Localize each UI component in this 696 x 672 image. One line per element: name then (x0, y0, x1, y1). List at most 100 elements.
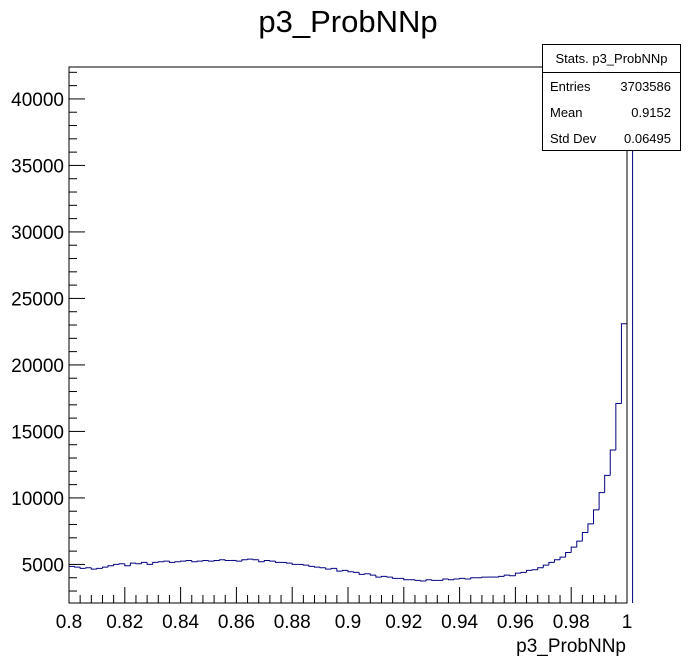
histogram-bin (263, 559, 270, 562)
x-tick-label: 0.98 (553, 612, 590, 633)
histogram-bin (392, 577, 399, 579)
stats-title: Stats. p3_ProbNNp (543, 45, 680, 73)
histogram-bin (470, 577, 477, 580)
histogram-bin (520, 571, 527, 574)
stats-stddev-value: 0.06495 (624, 131, 671, 146)
histogram-bin (403, 578, 410, 581)
histogram-bin (369, 573, 376, 576)
histogram-bin (107, 565, 114, 568)
histogram-bin (241, 559, 248, 562)
histogram-bin (537, 567, 544, 570)
histogram-bin (442, 578, 449, 581)
x-tick-label: 1 (622, 612, 633, 633)
x-tick-label: 0.9 (335, 612, 361, 633)
histogram-bin (593, 509, 600, 524)
histogram-bin (509, 575, 516, 577)
histogram-bin (274, 561, 282, 563)
stats-mean-label: Mean (550, 105, 583, 120)
histogram-bin (481, 576, 488, 578)
x-axis-label: p3_ProbNNp (516, 636, 626, 657)
histogram-bin (375, 575, 382, 578)
y-tick-label: 15000 (11, 422, 64, 443)
histogram-bin (124, 563, 131, 567)
histogram-bin (79, 567, 86, 569)
stats-box: Stats. p3_ProbNNp Entries 3703586 Mean 0… (542, 44, 681, 151)
y-tick-label: 5000 (22, 555, 64, 576)
stats-entries-value: 3703586 (620, 79, 671, 94)
histogram-bin (101, 566, 109, 569)
histogram-bin (252, 559, 259, 561)
histogram-bin (464, 578, 471, 580)
histogram-bin (598, 492, 605, 510)
plot-frame (68, 66, 628, 604)
histogram-bin (570, 546, 577, 553)
histogram-bin (141, 561, 148, 564)
histogram-bin (96, 567, 103, 570)
histogram-bin (302, 564, 309, 566)
histogram-bin (386, 576, 393, 578)
histogram-bin (548, 561, 555, 566)
stats-entries-row: Entries 3703586 (543, 73, 680, 99)
chart-title: p3_ProbNNp (258, 4, 438, 39)
x-tick-label: 0.96 (497, 612, 534, 633)
histogram-bin (113, 563, 120, 566)
histogram-bin (559, 556, 566, 560)
tick-labels: 0.8 0.82 0.84 0.86 0.88 0.9 0.92 0.94 0.96 0.98 15… (11, 90, 632, 633)
histogram-bin (447, 579, 455, 581)
y-tick-label: 20000 (11, 356, 64, 377)
histogram-bin (380, 575, 388, 578)
histogram-bin (258, 559, 265, 563)
histogram-bin (90, 567, 97, 570)
histogram-bin (526, 569, 533, 573)
histogram-bin (576, 540, 583, 548)
histogram-bin (247, 558, 254, 560)
histogram-bin (163, 560, 170, 562)
histogram-bin (235, 560, 242, 562)
histogram-bin (168, 561, 176, 563)
histogram-bin (364, 573, 371, 575)
histogram-bin (185, 559, 192, 562)
x-tick-label: 0.88 (274, 612, 311, 633)
x-tick-label: 0.86 (218, 612, 255, 633)
stats-stddev-row: Std Dev 0.06495 (543, 125, 680, 151)
histogram-bin (459, 577, 466, 580)
histogram-bin (425, 579, 432, 582)
histogram-bin (269, 560, 276, 562)
histogram-bin (609, 449, 616, 476)
histogram-bin (542, 564, 549, 568)
histogram-bin (414, 579, 421, 581)
histogram-bin (314, 566, 321, 568)
histogram-bin (319, 567, 326, 569)
histogram-bin (553, 559, 561, 563)
y-tick-label: 10000 (11, 489, 64, 510)
histogram-bin (219, 559, 226, 561)
histogram-bin (224, 559, 231, 561)
histogram-bin (325, 567, 332, 570)
histogram-bin (581, 532, 588, 542)
histogram-bin (213, 559, 220, 562)
histogram-plot (69, 78, 634, 603)
y-tick-label: 40000 (11, 90, 64, 111)
y-tick-label: 25000 (11, 289, 64, 310)
histogram-bin (286, 562, 293, 564)
histogram-bin (353, 571, 360, 573)
stats-mean-value: 0.9152 (631, 105, 671, 120)
histogram-bin (129, 562, 136, 566)
histogram-bin (152, 561, 159, 565)
histogram-bin (615, 402, 622, 451)
x-tick-label: 0.94 (441, 612, 478, 633)
stats-entries-label: Entries (550, 79, 591, 94)
histogram-bin (565, 551, 572, 558)
histogram-bin (604, 474, 611, 493)
histogram-bin (196, 560, 203, 562)
histogram-bin (191, 560, 198, 563)
histogram-bin (347, 570, 354, 573)
histogram-bin (336, 568, 343, 572)
histogram-bin (341, 569, 348, 572)
histogram-bin (420, 580, 427, 582)
stats-stddev-label: Std Dev (550, 131, 597, 146)
histogram-bin (85, 567, 92, 569)
y-tick-label: 35000 (11, 156, 64, 177)
histogram-bin (620, 323, 627, 404)
